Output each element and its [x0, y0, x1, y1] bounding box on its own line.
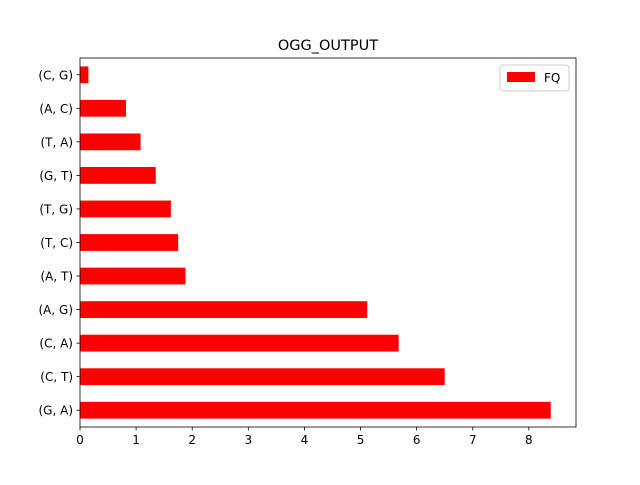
bar — [80, 301, 368, 318]
y-tick-label: (C, T) — [40, 370, 73, 384]
bar — [80, 334, 399, 352]
y-tick-label: (G, A) — [39, 404, 74, 418]
legend-label: FQ — [544, 71, 560, 85]
y-tick-label: (C, A) — [39, 337, 73, 351]
x-tick-label: 7 — [469, 433, 477, 447]
y-tick-label: (G, T) — [39, 169, 73, 183]
legend: FQ — [499, 64, 570, 92]
bar — [80, 99, 127, 117]
bar — [80, 368, 445, 386]
bar — [80, 133, 141, 151]
y-tick-label: (A, C) — [39, 102, 73, 116]
x-tick-label: 6 — [413, 433, 421, 447]
bar — [80, 66, 89, 84]
y-tick-label: (T, C) — [40, 236, 73, 250]
bar — [80, 267, 186, 285]
legend-swatch — [507, 72, 535, 82]
bars-layer — [80, 66, 551, 419]
y-tick-label: (A, T) — [40, 270, 73, 284]
x-tick-label: 4 — [301, 433, 309, 447]
y-tick-label: (A, G) — [39, 303, 74, 317]
plot-frame — [79, 57, 577, 428]
x-tick-label: 1 — [132, 433, 140, 447]
y-tick-label: (T, A) — [40, 135, 73, 149]
bar — [80, 401, 551, 419]
x-tick-label: 3 — [245, 433, 253, 447]
bar — [80, 200, 171, 218]
y-tick-label: (T, G) — [39, 202, 73, 216]
bar — [80, 167, 156, 184]
y-tick-label: (C, G) — [38, 68, 73, 82]
x-tick-label: 2 — [188, 433, 196, 447]
bar — [80, 234, 179, 251]
axes-layer: (G, A) (C, T) (C, A) (A, G) (A, T) (T, C) (T, … — [38, 57, 577, 447]
x-tick-label: 0 — [76, 433, 84, 447]
x-tick-label: 5 — [357, 433, 365, 447]
chart-title: OGG_OUTPUT — [278, 38, 378, 54]
x-tick-label: 8 — [525, 433, 533, 447]
